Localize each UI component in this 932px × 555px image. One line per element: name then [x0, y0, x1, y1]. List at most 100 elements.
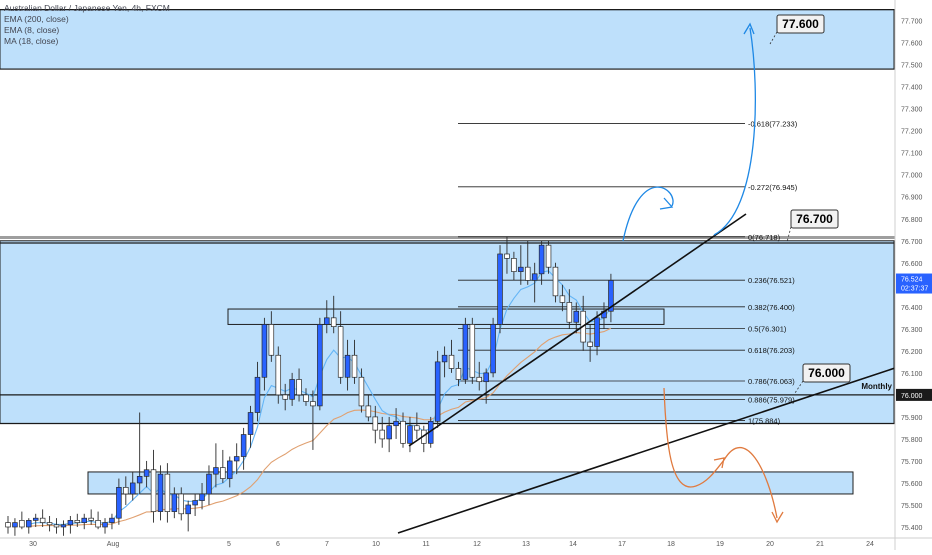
candle-down: [268, 324, 275, 356]
candle-up: [483, 372, 489, 383]
candle-up: [136, 476, 143, 484]
candle-up: [185, 504, 191, 515]
price-tick-label: 75.800: [901, 437, 923, 444]
candle-down: [587, 341, 593, 347]
fib-level-label: -0.618(77.233): [748, 119, 798, 128]
rising-trendline: [408, 213, 747, 447]
candle-up: [608, 280, 614, 312]
indicator-ema8[interactable]: EMA (8, close): [4, 25, 60, 35]
mid-zone: [227, 308, 665, 325]
candle-up: [227, 460, 233, 479]
trendlines-layer: [397, 213, 896, 534]
candle-up: [594, 317, 600, 347]
candle-up: [199, 493, 205, 501]
fib-level-label: 0.618(76.203): [748, 346, 795, 355]
chart-legend: Australian Dollar / Japanese Yen, 4h, FX…: [4, 3, 170, 47]
support-callout-leader: [794, 380, 804, 394]
candle-up: [317, 324, 323, 407]
candle-up: [171, 493, 178, 512]
candle-up: [67, 520, 74, 526]
candle-down: [303, 394, 309, 402]
bearish-arrowhead: [771, 511, 784, 524]
time-tick-label: 24: [866, 541, 874, 548]
candle-down: [358, 376, 365, 407]
candle-down: [178, 493, 185, 515]
price-tick-label: 76.200: [901, 349, 923, 356]
fib-level-label: 0.236(76.521): [748, 276, 795, 285]
price-tick-label: 77.400: [901, 85, 923, 92]
candle-down: [448, 354, 455, 369]
time-tick-label: 18: [667, 541, 675, 548]
candle-down: [372, 416, 379, 431]
candle-up: [213, 467, 219, 475]
candle-up: [192, 500, 198, 506]
lower-zone: [87, 471, 854, 495]
candle-up: [531, 273, 538, 281]
candle-up: [116, 487, 122, 519]
candle-up: [157, 473, 164, 512]
candle-down: [365, 405, 372, 418]
candle-down: [19, 520, 25, 528]
candle-down: [504, 253, 510, 259]
time-tick-label: Aug: [107, 541, 120, 548]
candle-down: [150, 469, 157, 512]
candle-down: [469, 324, 476, 378]
candle-up: [143, 469, 150, 477]
candle-up: [247, 412, 254, 435]
indicator-ema200[interactable]: EMA (200, close): [4, 14, 69, 24]
resistance-callout-text: 76.700: [796, 212, 833, 226]
bearish-projection-path: [663, 387, 778, 519]
fib-level-label: -0.272(76.945): [748, 183, 798, 192]
support-trendline: [397, 367, 896, 534]
candle-up: [26, 520, 32, 528]
candle-up: [344, 354, 351, 378]
price-axis[interactable]: 77.700 77.600 77.500 77.400 77.300 77.200 77.1…: [894, 0, 932, 550]
candle-down: [330, 317, 337, 327]
fib-level-label: 1(75.884): [748, 416, 781, 425]
candle-up: [490, 324, 496, 374]
fib-level-label: 0.886(75.979): [748, 396, 795, 405]
monthly-price-value: 76.000: [901, 393, 923, 400]
time-tick-label: 21: [816, 541, 824, 548]
candle-down: [95, 520, 101, 528]
candle-down: [53, 524, 60, 528]
time-tick-label: 11: [422, 541, 429, 548]
candle-down: [524, 266, 531, 281]
candle-down: [39, 517, 46, 523]
time-tick-label: 17: [618, 541, 626, 548]
symbol-title[interactable]: Australian Dollar / Japanese Yen, 4h, FX…: [4, 3, 170, 13]
candle-down: [220, 467, 226, 479]
price-tick-label: 76.400: [901, 305, 923, 312]
upper-zone: [0, 9, 895, 70]
fibonacci-layer: -0.618(77.233) -0.272(76.945) 0(76.718) 0.2…: [458, 119, 798, 425]
time-tick-label: 12: [473, 541, 481, 548]
candle-up: [518, 266, 524, 272]
candle-down: [414, 425, 420, 431]
candle-up: [60, 524, 67, 528]
time-tick-label: 20: [766, 541, 774, 548]
indicator-ma18[interactable]: MA (18, close): [4, 36, 59, 46]
price-tick-label: 77.200: [901, 129, 923, 136]
candle-up: [129, 482, 136, 495]
time-tick-label: 30: [29, 541, 37, 548]
candle-up: [109, 517, 115, 523]
bearish-mid-arrowhead: [713, 457, 725, 469]
time-tick-label: 19: [716, 541, 724, 548]
candle-up: [407, 425, 413, 444]
time-tick-label: 7: [325, 541, 329, 548]
time-axis[interactable]: 30 Aug 5 6 7 10 11 12 13 14 17 18 19 20 21 24: [0, 537, 932, 548]
fib-level-label: 0.382(76.400): [748, 303, 795, 312]
fib-level-label: 0(76.718): [748, 233, 781, 242]
price-tick-label: 75.400: [901, 525, 923, 532]
price-tick-label: 76.900: [901, 195, 923, 202]
candle-down: [545, 244, 552, 268]
candle-down: [74, 520, 81, 523]
callouts-layer: 77.600 76.700 76.000 Monthly: [769, 14, 893, 394]
candle-up: [441, 354, 448, 363]
support-callout-box: [802, 363, 851, 383]
candle-up: [233, 456, 240, 462]
candles-layer: [5, 236, 614, 536]
horizontal-lines-layer: [0, 9, 895, 425]
